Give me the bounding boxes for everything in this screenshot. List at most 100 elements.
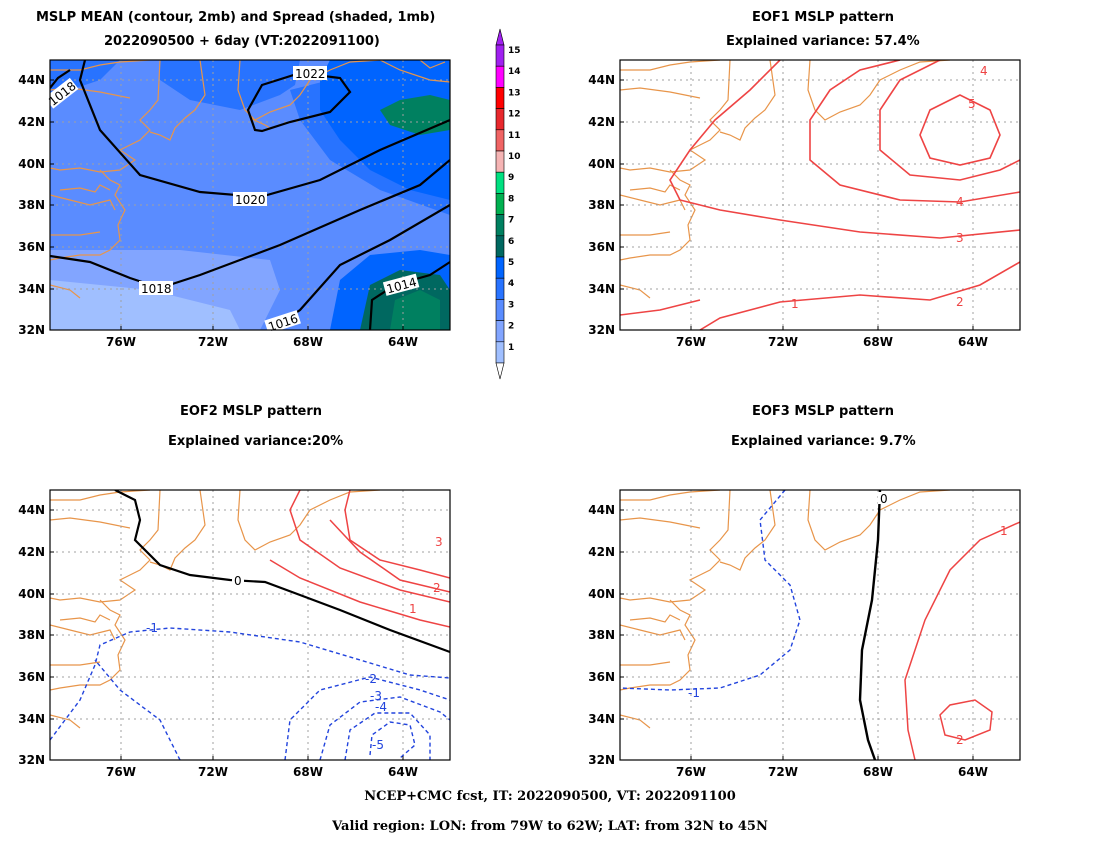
colorbar-label: 3: [508, 300, 514, 310]
isobar-label: 1020: [235, 193, 266, 207]
footer-forecast-info: NCEP+CMC fcst, IT: 2022090500, VT: 20220…: [364, 789, 736, 804]
latitude-label: 36N: [18, 240, 45, 254]
latitude-label: 36N: [588, 240, 615, 254]
colorbar-label: 6: [508, 237, 514, 247]
eof2-contours: [50, 490, 450, 760]
colorbar-swatch: [495, 193, 505, 215]
colorbar-label: 10: [508, 152, 521, 162]
longitude-label: 68W: [293, 765, 323, 779]
longitude-label: 64W: [958, 765, 988, 779]
colorbar-swatch: [495, 277, 505, 300]
colorbar-label: 9: [508, 173, 514, 183]
colorbar-swatch: [495, 214, 505, 237]
colorbar-label: 15: [508, 46, 521, 56]
colorbar-label: 1: [508, 343, 514, 353]
mean-title-line1: MSLP MEAN (contour, 2mb) and Spread (sha…: [36, 10, 436, 25]
contour-label: 2: [956, 295, 964, 309]
colorbar-swatch: [495, 256, 505, 279]
latitude-label: 40N: [588, 587, 615, 601]
latitude-label: 42N: [18, 545, 45, 559]
colorbar-label: 11: [508, 131, 521, 141]
colorbar-swatch: [495, 87, 505, 109]
latitude-label: 38N: [18, 628, 45, 642]
latitude-label: 38N: [588, 628, 615, 642]
contour-label: 0: [234, 574, 242, 588]
latitude-label: 36N: [18, 670, 45, 684]
contour-label: -4: [375, 700, 387, 714]
colorbar-label: 12: [508, 110, 521, 120]
contour-label: 2: [956, 733, 964, 747]
longitude-label: 76W: [106, 335, 136, 349]
grid-lines: [620, 490, 1020, 760]
colorbar-label: 8: [508, 194, 514, 204]
eof2-contour-labels: 3 2 1 0 -1 -2 -3 -4 -5: [146, 535, 443, 752]
latitude-label: 40N: [588, 157, 615, 171]
longitude-label: 72W: [198, 335, 228, 349]
coastline: [620, 490, 951, 729]
contour-label: 1: [1000, 524, 1008, 538]
longitude-label: 64W: [388, 765, 418, 779]
eof1-map: 4 5 4 3 2 1: [619, 59, 1021, 331]
eof2-title-line1: EOF2 MSLP pattern: [180, 404, 323, 419]
latitude-label: 32N: [588, 753, 615, 767]
colorbar-max-arrow: [495, 28, 505, 46]
isobar-label: 1022: [295, 67, 326, 81]
colorbar-swatch: [495, 65, 505, 88]
colorbar-swatch: [495, 171, 505, 194]
latitude-label: 36N: [588, 670, 615, 684]
eof2-map: 3 2 1 0 -1 -2 -3 -4 -5: [49, 489, 451, 761]
contour-label: -5: [372, 738, 384, 752]
contour-label: 4: [980, 64, 988, 78]
colorbar-label: 2: [508, 322, 514, 332]
longitude-label: 68W: [863, 335, 893, 349]
latitude-label: 32N: [18, 323, 45, 337]
latitude-label: 34N: [18, 282, 45, 296]
isobar-label: 1018: [141, 282, 172, 296]
colorbar-swatch: [495, 129, 505, 152]
footer-valid-region: Valid region: LON: from 79W to 62W; LAT:…: [332, 819, 768, 834]
latitude-label: 34N: [18, 712, 45, 726]
colorbar-swatch: [495, 44, 505, 67]
eof3-title-line2: Explained variance: 9.7%: [731, 434, 916, 449]
contour-label: -2: [365, 672, 377, 686]
eof1-title-line2: Explained variance: 57.4%: [726, 34, 920, 49]
longitude-label: 76W: [676, 765, 706, 779]
latitude-label: 38N: [588, 198, 615, 212]
latitude-label: 38N: [18, 198, 45, 212]
colorbar-swatch: [495, 235, 505, 258]
contour-label: 1: [409, 602, 417, 616]
eof3-map: 0 1 2 -1: [619, 489, 1021, 761]
contour-label: -1: [688, 686, 700, 700]
contour-label: 3: [956, 231, 964, 245]
contour-label: 5: [968, 97, 976, 111]
contour-label: -3: [370, 689, 382, 703]
longitude-label: 68W: [863, 765, 893, 779]
latitude-label: 42N: [588, 115, 615, 129]
latitude-label: 40N: [18, 157, 45, 171]
mean-title-line2: 2022090500 + 6day (VT:2022091100): [104, 34, 380, 49]
contour-label: 3: [435, 535, 443, 549]
longitude-label: 76W: [106, 765, 136, 779]
latitude-label: 44N: [588, 503, 615, 517]
latitude-label: 42N: [18, 115, 45, 129]
grid-lines: [50, 490, 450, 760]
eof3-contours: [620, 490, 1020, 760]
colorbar-swatch: [495, 320, 505, 343]
spread-colorbar: 15 14 13 12 11 10 9 8 7 6 5 4 3 2 1: [495, 28, 521, 380]
contour-label: 4: [956, 195, 964, 209]
contour-label: 1: [791, 297, 799, 311]
latitude-label: 44N: [18, 503, 45, 517]
latitude-label: 34N: [588, 712, 615, 726]
longitude-label: 64W: [388, 335, 418, 349]
colorbar-label: 4: [508, 279, 514, 289]
eof3-contour-labels: 0 1 2 -1: [688, 492, 1008, 747]
map-frame: [49, 59, 451, 331]
longitude-label: 72W: [768, 335, 798, 349]
contour-label: 0: [880, 492, 888, 506]
latitude-label: 44N: [588, 73, 615, 87]
longitude-label: 72W: [768, 765, 798, 779]
map-frame: [49, 489, 451, 761]
longitude-label: 68W: [293, 335, 323, 349]
contour-label: 2: [433, 581, 441, 595]
grid-lines: [620, 60, 1020, 330]
